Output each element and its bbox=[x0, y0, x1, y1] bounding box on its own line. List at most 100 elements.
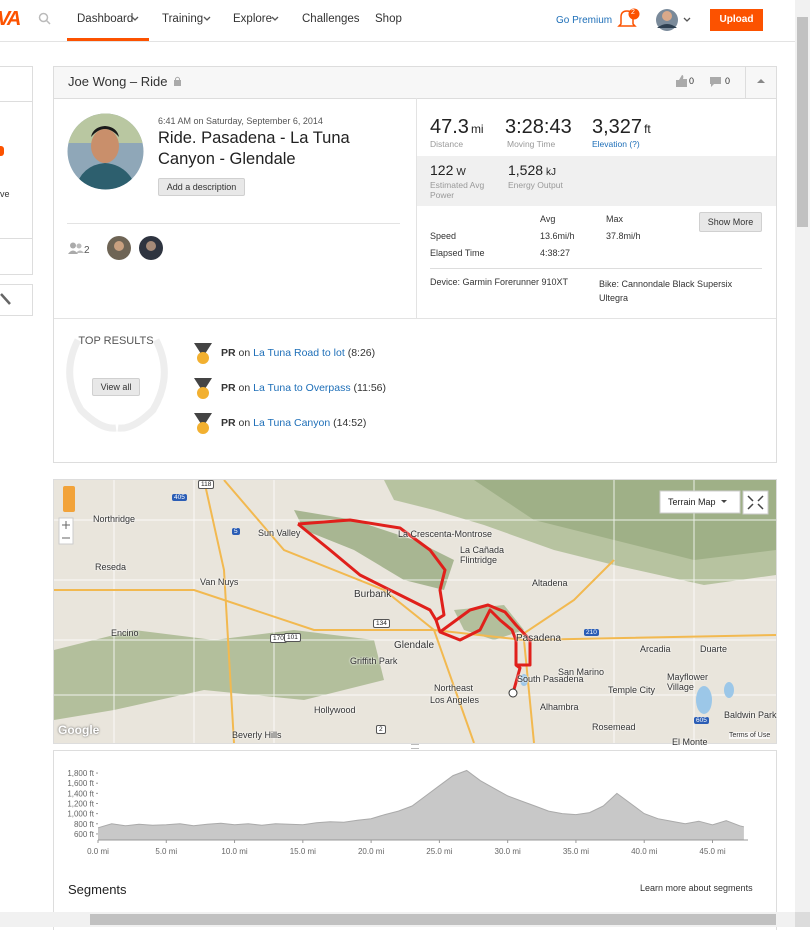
nav-item[interactable]: Explore bbox=[233, 13, 272, 25]
nav-item[interactable]: Training bbox=[162, 13, 204, 25]
stat-label: Distance bbox=[430, 139, 464, 149]
medal bbox=[197, 387, 209, 399]
highway-shield: 605 bbox=[694, 717, 709, 724]
stat-number: 3,327 bbox=[592, 116, 643, 138]
stat-label[interactable]: Elevation (?) bbox=[592, 139, 640, 149]
stat-unit: W bbox=[456, 167, 466, 178]
segment-link[interactable]: La Tuna Road to lot bbox=[253, 347, 345, 359]
highway-shield: 2 bbox=[376, 725, 386, 734]
map-label: Griffith Park bbox=[350, 656, 398, 666]
resize-handle[interactable] bbox=[411, 744, 419, 749]
pr-badge: PR bbox=[221, 382, 236, 394]
nav-carets bbox=[67, 8, 691, 41]
stat-unit: ft bbox=[644, 122, 651, 136]
notification-count[interactable]: 2 bbox=[631, 9, 635, 16]
stat-number: 1,528 bbox=[508, 162, 544, 178]
search-icon[interactable] bbox=[38, 12, 52, 26]
map-label: Mayflower Village bbox=[667, 672, 709, 692]
x-tick-label: 40.0 mi bbox=[631, 847, 657, 856]
sidebar-box bbox=[0, 101, 33, 239]
vertical-scrollbar[interactable] bbox=[795, 0, 810, 912]
y-tick-label: 600 ft bbox=[74, 830, 95, 839]
highway-shield: 101 bbox=[284, 633, 301, 642]
map-label: San Marino bbox=[558, 667, 605, 677]
add-description-button[interactable]: Add a description bbox=[158, 178, 245, 196]
stat-value: 122 W bbox=[430, 162, 466, 178]
kudos-comment-icons[interactable] bbox=[674, 74, 754, 88]
group-avatars[interactable] bbox=[106, 235, 166, 261]
map-label: Glendale bbox=[394, 640, 435, 651]
scroll-thumb[interactable] bbox=[797, 17, 808, 227]
sidebar-box bbox=[0, 66, 33, 102]
map-label: Temple City bbox=[608, 685, 656, 695]
map-frame[interactable] bbox=[53, 479, 777, 744]
stat-number: 122 bbox=[430, 162, 454, 178]
nav-item[interactable]: Shop bbox=[375, 13, 402, 25]
segment-link[interactable]: La Tuna Canyon bbox=[253, 417, 331, 429]
highway-shield: 405 bbox=[172, 494, 187, 501]
highway-shield: 5 bbox=[232, 528, 240, 535]
table-row-label: Elapsed Time bbox=[430, 248, 485, 258]
device: Device: Garmin Forerunner 910XT bbox=[430, 277, 569, 287]
sidebar-mark bbox=[0, 146, 4, 156]
highway-shield: 118 bbox=[198, 480, 215, 489]
wrench-icon bbox=[0, 293, 11, 305]
top-result: PR on La Tuna Canyon (14:52) bbox=[221, 417, 366, 429]
collapse-arrow[interactable] bbox=[756, 78, 766, 84]
result-time: (8:26) bbox=[347, 347, 376, 359]
y-tick-label: 1,600 ft bbox=[67, 779, 94, 788]
comment-count[interactable]: 0 bbox=[725, 76, 731, 86]
map-label: Van Nuys bbox=[200, 577, 239, 587]
medal bbox=[197, 352, 209, 364]
pr-badge: PR bbox=[221, 347, 236, 359]
map-attribution: Google bbox=[58, 723, 100, 737]
map-label: Beverly Hills bbox=[232, 730, 282, 740]
nav-item[interactable]: Challenges bbox=[302, 13, 360, 25]
sidebar-box bbox=[0, 238, 33, 275]
show-more-button[interactable]: Show More bbox=[699, 212, 762, 232]
chart-card bbox=[53, 750, 777, 930]
stat-value: 47.3 mi bbox=[430, 116, 484, 139]
go-premium[interactable]: Go Premium bbox=[556, 15, 613, 26]
segment-link[interactable]: La Tuna to Overpass bbox=[253, 382, 351, 394]
scroll-thumb[interactable] bbox=[90, 914, 776, 925]
map-label: Encino bbox=[111, 628, 139, 638]
x-tick-label: 10.0 mi bbox=[221, 847, 247, 856]
table-cell: 37.8mi/h bbox=[606, 231, 641, 241]
result-time: (14:52) bbox=[333, 417, 367, 429]
x-tick-label: 15.0 mi bbox=[290, 847, 316, 856]
kudos-count[interactable]: 0 bbox=[689, 76, 695, 86]
segments-title: Segments bbox=[68, 882, 127, 897]
map-label: Pasadena bbox=[516, 633, 562, 644]
group-count[interactable]: 2 bbox=[84, 245, 90, 256]
laurel bbox=[66, 338, 168, 432]
logo[interactable]: VA bbox=[0, 8, 21, 30]
map-label: Northeast bbox=[434, 683, 474, 693]
result-prefix: on bbox=[238, 347, 251, 359]
stat-value: 1,528 kJ bbox=[508, 162, 556, 178]
lock-icon bbox=[174, 76, 181, 86]
divider bbox=[67, 223, 400, 224]
upload-button[interactable]: Upload bbox=[710, 9, 763, 31]
highway-shield: 210 bbox=[584, 629, 599, 636]
medal-icon bbox=[194, 378, 212, 399]
map-label: La Crescenta-Montrose bbox=[398, 529, 493, 539]
map-type-control[interactable]: Terrain Map bbox=[668, 497, 716, 507]
result-prefix: on bbox=[238, 382, 251, 394]
learn-more-link[interactable]: Learn more about segments bbox=[640, 883, 753, 893]
scroll-corner bbox=[795, 912, 810, 927]
top-nav bbox=[0, 0, 795, 42]
map-label: Arcadia bbox=[640, 644, 671, 654]
medal-ribbon bbox=[194, 343, 212, 357]
sidebar-box[interactable] bbox=[0, 284, 33, 316]
map-label: South Pasadena bbox=[517, 674, 584, 684]
bike: Bike: Cannondale Black Supersix Ultegra bbox=[599, 279, 733, 303]
medal-ribbon bbox=[194, 378, 212, 392]
map-terms[interactable]: Terms of Use bbox=[729, 732, 771, 739]
map-label: Northridge bbox=[93, 514, 136, 524]
medal-ribbon bbox=[194, 413, 212, 427]
map[interactable] bbox=[54, 480, 776, 743]
nav-item[interactable]: Dashboard bbox=[77, 13, 134, 25]
view-all-button[interactable]: View all bbox=[92, 378, 140, 396]
